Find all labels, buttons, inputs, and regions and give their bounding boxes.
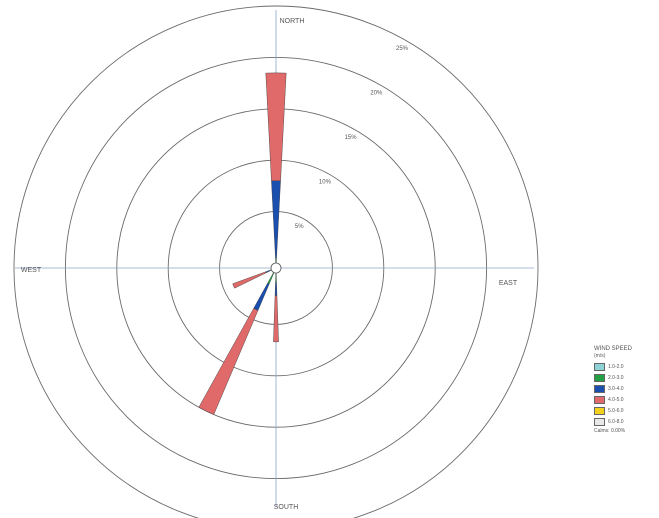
wind-speed-legend: WIND SPEED (m/s) 1.0-2.0 2.0-3.0 3.0-4.0 4.… [594, 346, 656, 435]
legend-title: WIND SPEED [594, 346, 633, 352]
ring-label-2: 10% [319, 179, 332, 185]
ring-label-5: 25% [396, 46, 409, 52]
legend-item: 1.0-2.0 [594, 361, 656, 372]
petal-0-segment-3.0-4.0 [271, 180, 281, 259]
legend-label: 5.0-6.0 [608, 407, 624, 414]
ring-label-3: 15% [345, 135, 358, 141]
legend-swatch [594, 417, 605, 426]
west-label: WEST [21, 267, 42, 274]
petal-247deg [232, 269, 272, 289]
petal-180-segment-2.0-3.0 [275, 272, 277, 283]
petal-206deg [198, 272, 275, 415]
legend-item: 6.0-8.0 [594, 416, 656, 427]
legend-units: (m/s) [594, 353, 606, 359]
legend-swatch [594, 406, 605, 415]
petal-247-segment-4.0-5.0 [232, 271, 267, 289]
legend-item: 2.0-3.0 [594, 372, 656, 383]
legend-swatch [594, 384, 605, 393]
legend-swatch [594, 395, 605, 404]
legend-calms: Calms: 0.00% [594, 428, 626, 434]
legend-item: 4.0-5.0 [594, 394, 656, 405]
legend-label: 4.0-5.0 [608, 396, 624, 403]
legend-swatch [594, 362, 605, 371]
petal-180deg [273, 272, 279, 343]
calm-center [270, 262, 282, 274]
east-label: EAST [499, 280, 518, 287]
legend-item: 5.0-6.0 [594, 405, 656, 416]
legend-item: 3.0-4.0 [594, 383, 656, 394]
south-label: SOUTH [274, 504, 299, 511]
petal-180-segment-3.0-4.0 [274, 282, 278, 296]
petal-0deg [265, 72, 287, 264]
ring-label-1: 5% [295, 224, 304, 230]
petal-0-segment-2.0-3.0 [275, 257, 277, 264]
legend-items: 1.0-2.0 2.0-3.0 3.0-4.0 4.0-5.0 5.0-6.0 6.0-8… [594, 361, 656, 427]
ring-label-4: 20% [370, 90, 383, 96]
legend-label: 6.0-8.0 [608, 418, 624, 425]
wind-petals [198, 72, 287, 415]
ring-5 [13, 5, 539, 518]
legend-swatch [594, 373, 605, 382]
petal-247-segment-3.0-4.0 [265, 269, 272, 274]
legend-label: 2.0-3.0 [608, 374, 624, 381]
ring-labels: 5% 10% 15% 20% 25% [295, 46, 409, 230]
petal-180-segment-4.0-5.0 [273, 295, 279, 343]
north-label: NORTH [280, 18, 305, 25]
petal-0-segment-4.0-5.0 [265, 72, 287, 182]
legend-label: 3.0-4.0 [608, 385, 624, 392]
petal-206-segment-2.0-3.0 [267, 272, 275, 285]
petal-206-segment-3.0-4.0 [253, 282, 270, 311]
legend-label: 1.0-2.0 [608, 363, 624, 370]
petal-206-segment-4.0-5.0 [198, 308, 259, 415]
